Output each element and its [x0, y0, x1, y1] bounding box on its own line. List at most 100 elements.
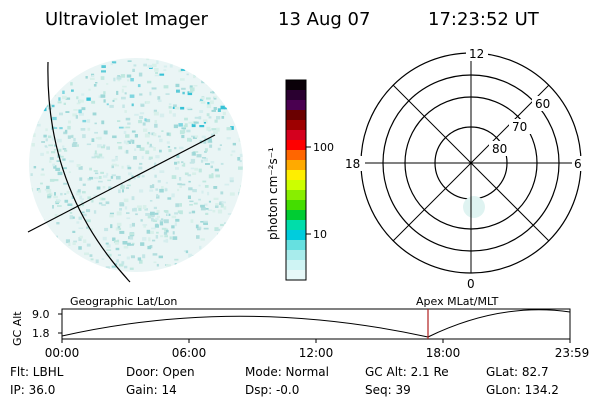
emission-speck: [56, 222, 60, 225]
emission-speck: [75, 115, 78, 119]
emission-speck: [110, 63, 113, 66]
emission-speck: [220, 162, 224, 165]
emission-speck: [198, 116, 202, 120]
emission-speck: [176, 154, 180, 158]
emission-speck: [158, 255, 163, 259]
emission-speck: [59, 127, 63, 130]
emission-speck: [127, 60, 132, 62]
emission-speck: [35, 75, 38, 78]
emission-speck: [187, 195, 191, 199]
emission-speck: [206, 113, 210, 117]
timeline-right-label: Apex MLat/MLT: [416, 295, 499, 308]
status-mode: Mode: Normal: [245, 365, 329, 379]
emission-speck: [239, 259, 243, 261]
emission-speck: [69, 212, 73, 214]
emission-speck: [204, 208, 209, 210]
emission-speck: [233, 257, 239, 260]
emission-speck: [137, 257, 142, 261]
emission-speck: [167, 197, 172, 200]
emission-speck: [154, 212, 159, 215]
emission-speck: [67, 125, 71, 130]
emission-speck: [133, 207, 137, 212]
emission-speck: [192, 255, 196, 258]
emission-speck: [201, 135, 206, 138]
emission-speck: [174, 263, 177, 267]
emission-speck: [221, 95, 225, 99]
emission-speck: [93, 153, 98, 156]
emission-speck: [173, 157, 176, 160]
emission-speck: [91, 264, 94, 269]
meridian-line: [27, 134, 216, 233]
emission-speck: [98, 176, 102, 179]
emission-speck: [100, 156, 105, 159]
emission-speck: [169, 64, 173, 68]
emission-speck: [91, 100, 96, 104]
emission-speck: [224, 183, 230, 186]
emission-speck: [130, 78, 134, 82]
emission-speck: [72, 59, 75, 63]
emission-speck: [138, 166, 143, 170]
emission-speck: [227, 213, 232, 215]
emission-speck: [217, 233, 220, 237]
emission-speck: [101, 120, 105, 125]
emission-speck: [142, 205, 147, 209]
emission-speck: [52, 205, 54, 209]
emission-speck: [229, 231, 233, 236]
emission-speck: [216, 127, 220, 132]
emission-speck: [194, 254, 197, 257]
emission-speck: [63, 182, 68, 185]
emission-speck: [222, 69, 227, 72]
emission-speck: [40, 219, 44, 223]
emission-speck: [56, 265, 59, 268]
emission-speck: [95, 137, 100, 140]
status-door: Door: Open: [126, 365, 195, 379]
polar-mlt-0: 0: [467, 277, 475, 291]
colorbar-segment: [286, 120, 306, 131]
emission-speck: [207, 102, 210, 105]
emission-speck: [223, 206, 227, 210]
emission-speck: [205, 212, 209, 215]
emission-speck: [236, 120, 241, 122]
emission-speck: [52, 127, 58, 129]
emission-speck: [79, 235, 83, 239]
emission-speck: [106, 146, 110, 150]
emission-speck: [154, 123, 158, 128]
emission-speck: [34, 119, 39, 123]
emission-speck: [78, 246, 82, 250]
emission-speck: [33, 166, 37, 169]
emission-speck: [154, 120, 157, 124]
emission-speck: [220, 223, 224, 227]
emission-speck: [222, 111, 226, 116]
emission-speck: [49, 160, 52, 163]
emission-speck: [167, 146, 171, 148]
colorbar-segment: [286, 100, 306, 111]
emission-speck: [91, 156, 96, 159]
emission-speck: [55, 167, 61, 171]
emission-speck: [194, 135, 199, 138]
colorbar-segment: [286, 270, 306, 281]
emission-speck: [142, 224, 148, 226]
emission-speck: [207, 267, 211, 270]
emission-speck: [46, 151, 49, 154]
emission-speck: [133, 64, 137, 67]
emission-speck: [142, 254, 146, 259]
emission-speck: [149, 200, 153, 202]
emission-speck: [47, 194, 52, 198]
emission-speck: [156, 194, 159, 197]
emission-speck: [37, 268, 41, 271]
emission-speck: [179, 146, 184, 150]
emission-speck: [155, 235, 159, 239]
emission-speck: [94, 122, 97, 125]
emission-speck: [42, 107, 47, 112]
emission-speck: [49, 178, 55, 182]
emission-speck: [47, 193, 51, 197]
emission-speck: [34, 247, 39, 250]
emission-speck: [169, 236, 172, 240]
emission-speck: [156, 263, 159, 267]
emission-speck: [82, 213, 87, 217]
emission-speck: [224, 107, 228, 110]
emission-speck: [79, 195, 83, 200]
timeline-axis-title: GC Alt: [11, 311, 24, 346]
emission-speck: [165, 230, 169, 233]
emission-speck: [175, 83, 180, 88]
